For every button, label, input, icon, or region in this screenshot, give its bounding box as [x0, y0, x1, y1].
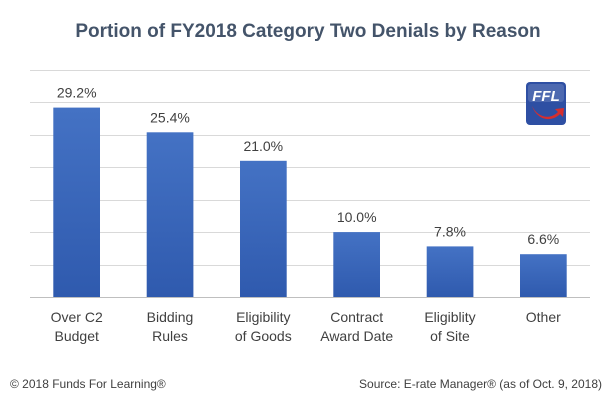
source-text: Source: E-rate Manager® (as of Oct. 9, 2… [359, 377, 602, 391]
bar [146, 132, 194, 297]
category-label: of Site [430, 328, 470, 344]
bar-value-label: 7.8% [434, 223, 466, 239]
logo-text: FFL [532, 88, 560, 105]
value-labels: 29.2% 25.4% 21.0% 10.0% 7.8% 6.6% [57, 85, 559, 248]
logo-highlight [528, 84, 564, 102]
ffl-logo-icon: FFL [526, 82, 566, 125]
bar-value-label: 6.6% [527, 231, 559, 247]
bar-value-label: 25.4% [150, 109, 190, 125]
bars [53, 107, 567, 297]
gridlines [30, 70, 590, 298]
category-labels: Over C2 Budget Bidding Rules Eligibility of G… [51, 309, 562, 344]
category-label: Contract [330, 309, 383, 325]
copyright-text: © 2018 Funds For Learning® [10, 377, 166, 391]
category-label: Award Date [320, 328, 393, 344]
bar [426, 246, 474, 297]
category-label: Bidding [147, 309, 194, 325]
bar [240, 160, 287, 297]
category-label: Rules [152, 328, 188, 344]
bar [53, 107, 100, 297]
logo-arrow [532, 106, 564, 120]
bar-value-label: 29.2% [57, 85, 97, 101]
category-label: Eligibility [236, 309, 290, 325]
category-label: of Goods [235, 328, 292, 344]
chart-title: Portion of FY2018 Category Two Denials b… [75, 21, 540, 42]
category-label: Other [526, 309, 561, 325]
bar-value-label: 21.0% [243, 138, 283, 154]
category-label: Over C2 [51, 309, 103, 325]
bar [333, 232, 380, 297]
bar [520, 254, 567, 297]
bar-value-label: 10.0% [337, 209, 377, 225]
category-label: Eligiblity [424, 309, 475, 325]
category-label: Budget [55, 328, 99, 344]
